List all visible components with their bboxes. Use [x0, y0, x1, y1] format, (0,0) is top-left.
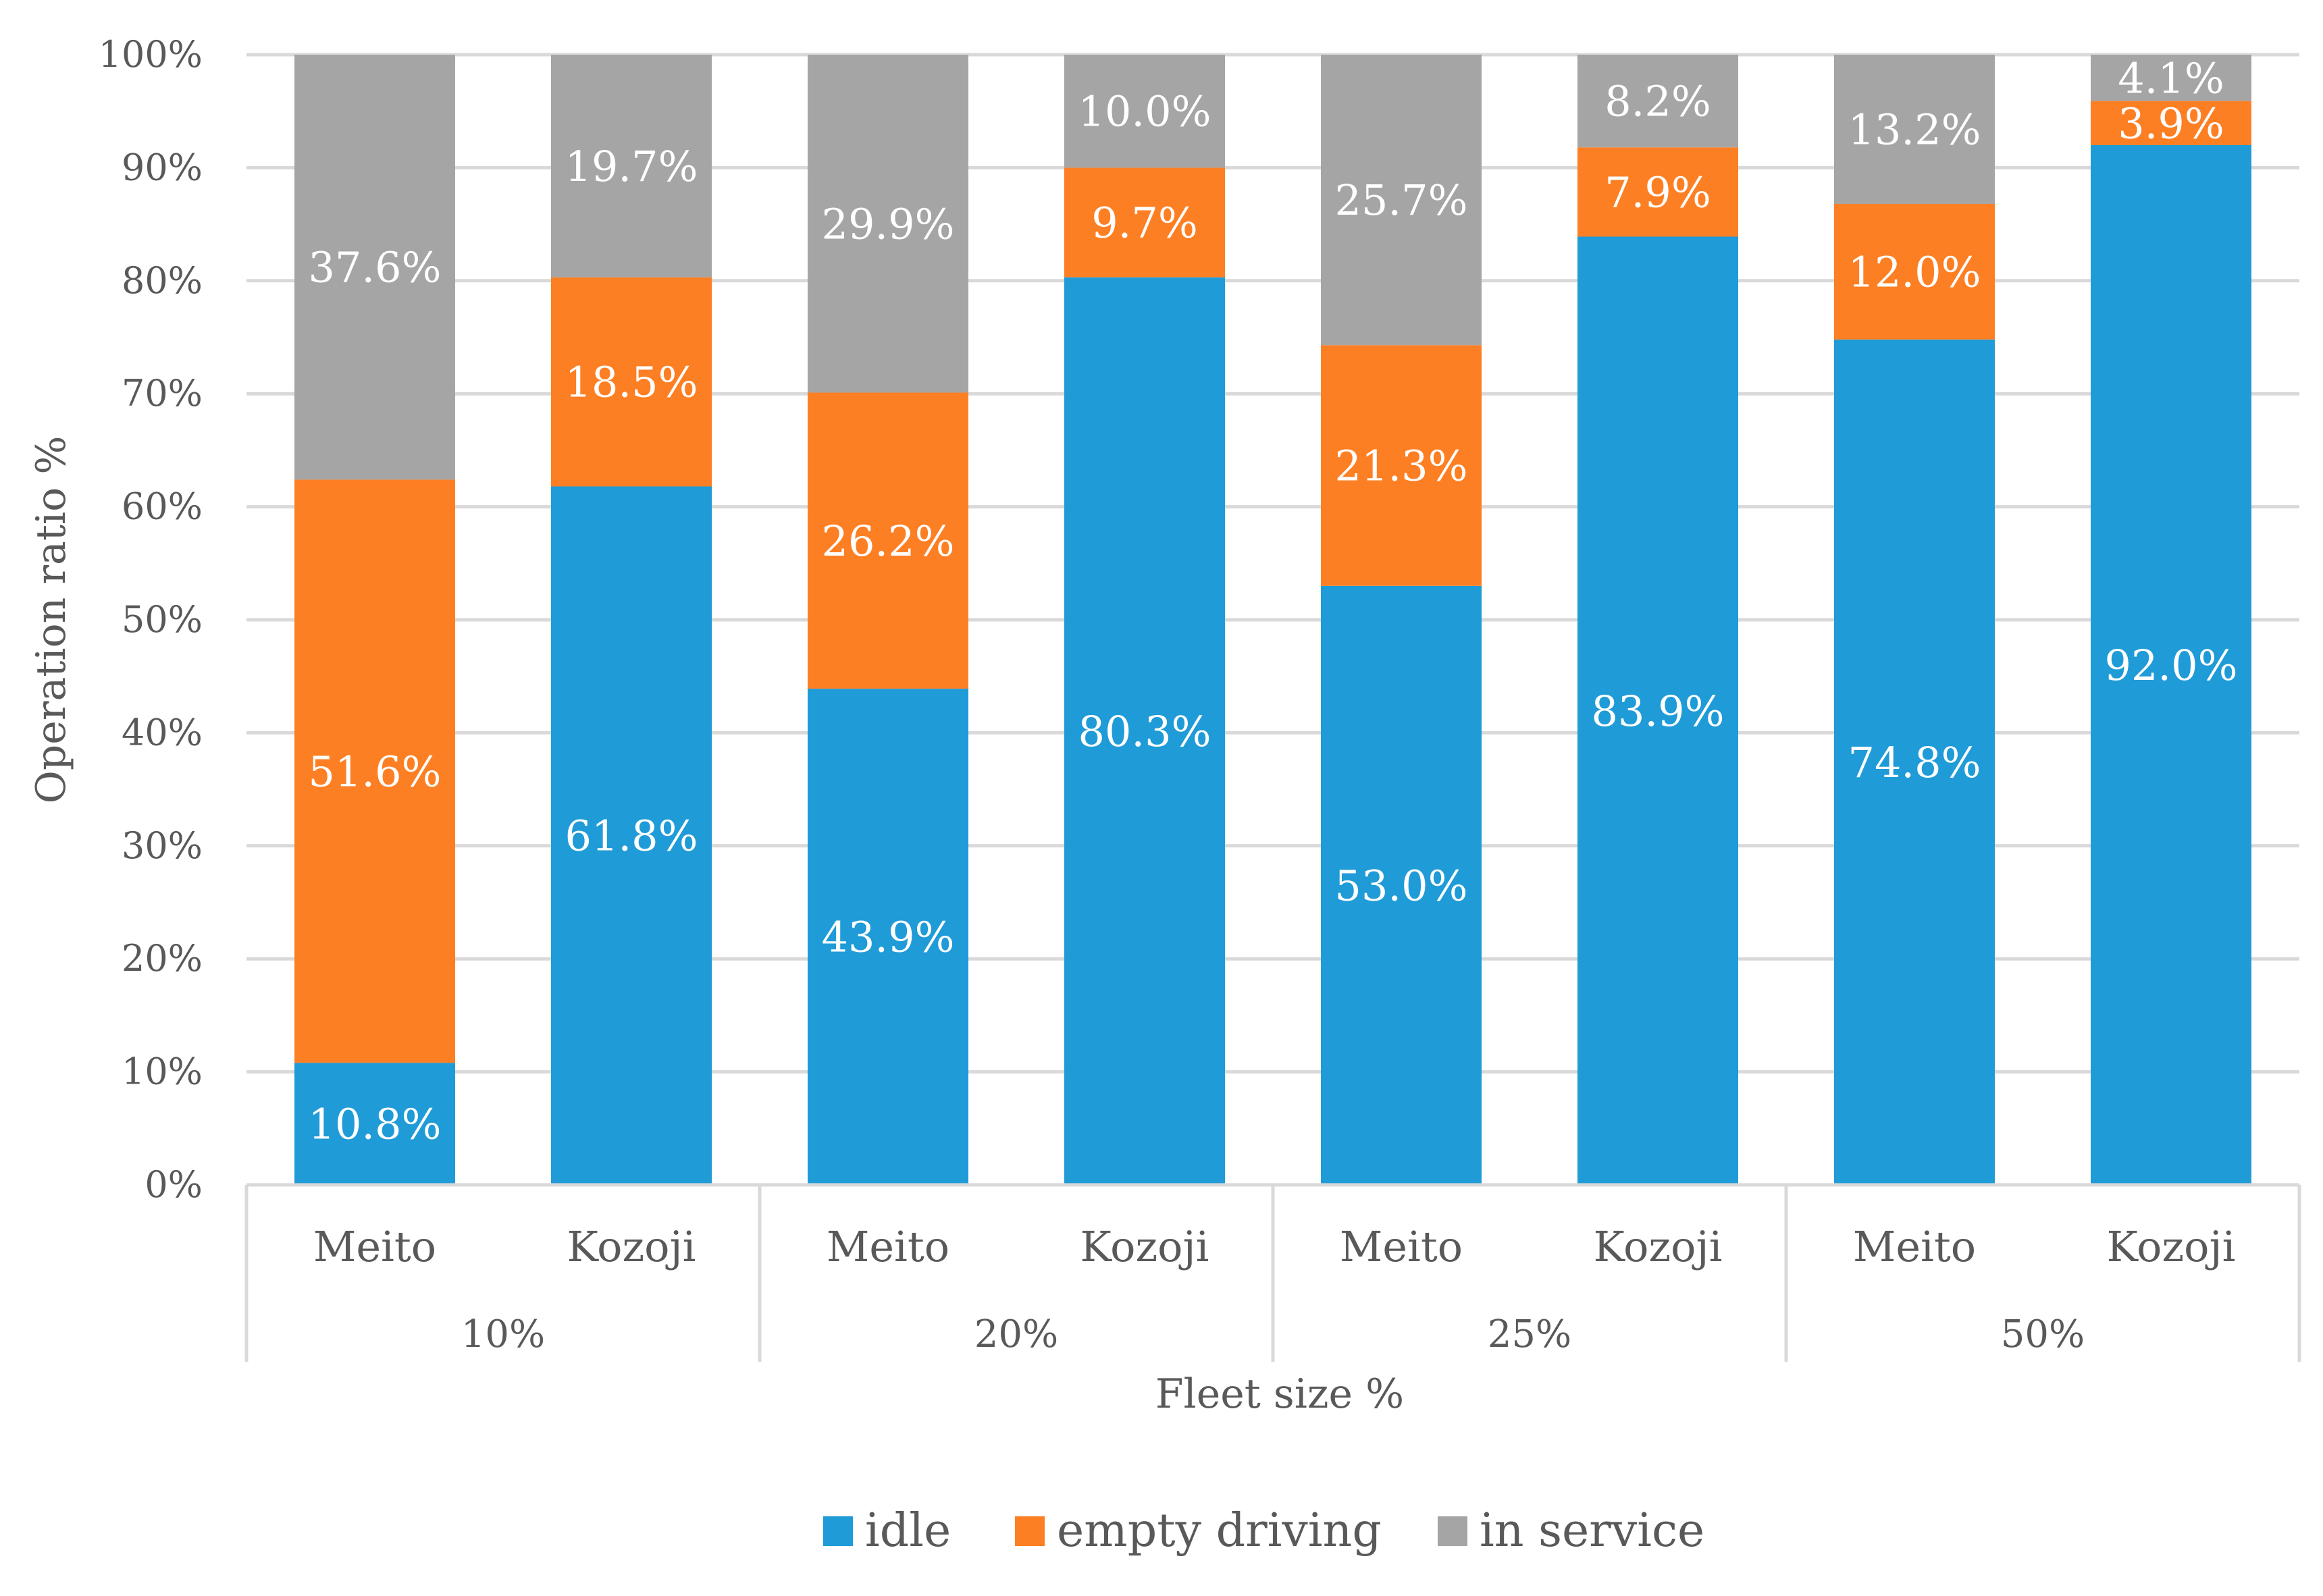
data-label: 43.9% — [822, 913, 955, 962]
legend-label: empty driving — [1057, 1504, 1382, 1558]
data-label: 3.9% — [2118, 99, 2224, 148]
data-label: 8.2% — [1604, 77, 1711, 126]
y-tick-label: 0% — [145, 1163, 203, 1206]
data-label: 7.9% — [1604, 167, 1711, 217]
y-tick-label: 50% — [122, 598, 203, 641]
legend: idle empty driving in service — [823, 1504, 1704, 1558]
group-label: 20% — [974, 1312, 1058, 1356]
data-label: 37.6% — [309, 243, 442, 292]
bar-segment-in-service — [2091, 55, 2251, 101]
group-label: 10% — [461, 1312, 545, 1356]
bar-segment-idle — [2091, 144, 2251, 1185]
legend-swatch-idle — [823, 1516, 853, 1546]
category-label: Kozoji — [567, 1222, 696, 1271]
y-axis-tick-labels: 0% 10% 20% 30% 40% 50% 60% 70% 80% 90% 100% — [99, 33, 203, 1206]
y-tick-label: 30% — [122, 824, 203, 867]
y-tick-label: 80% — [122, 259, 203, 302]
bar-segment-idle — [808, 689, 968, 1185]
category-label: Meito — [827, 1222, 949, 1271]
bar-segment-in-service — [1064, 55, 1225, 168]
data-label: 80.3% — [1078, 707, 1211, 756]
bar-segment-empty-driving — [1834, 203, 1995, 340]
legend-swatch-in-service — [1438, 1516, 1467, 1546]
legend-label: idle — [865, 1504, 951, 1558]
bar-segment-idle — [1577, 236, 1738, 1185]
bar-segment-empty-driving — [551, 277, 712, 487]
data-label: 12.0% — [1848, 247, 1981, 296]
bar-segment-empty-driving — [294, 479, 455, 1063]
y-axis-title: Operation ratio % — [28, 436, 75, 804]
category-label: Kozoji — [1593, 1222, 1722, 1271]
legend-label: in service — [1480, 1504, 1704, 1558]
bar-segment-in-service — [1834, 55, 1995, 204]
data-label: 83.9% — [1592, 687, 1725, 736]
bar-segment-empty-driving — [1577, 147, 1738, 237]
bar-segment-in-service — [808, 55, 968, 393]
category-label: Kozoji — [2106, 1222, 2235, 1271]
data-label: 10.8% — [309, 1100, 442, 1149]
data-label: 21.3% — [1335, 441, 1468, 490]
category-label: Kozoji — [1080, 1222, 1209, 1271]
y-tick-label: 10% — [122, 1050, 203, 1093]
bar-segment-empty-driving — [2091, 101, 2251, 145]
group-label: 50% — [2001, 1312, 2085, 1356]
bar-segment-idle — [1321, 585, 1482, 1185]
bar-segment-in-service — [1321, 55, 1482, 346]
bar-segment-idle — [551, 486, 712, 1185]
bar-segment-in-service — [294, 55, 455, 480]
y-tick-label: 40% — [122, 711, 203, 753]
bars — [294, 55, 2251, 1185]
data-label: 26.2% — [822, 516, 955, 566]
data-label: 92.0% — [2105, 641, 2238, 690]
bar-segment-idle — [1834, 339, 1995, 1185]
data-label: 74.8% — [1848, 738, 1981, 787]
bar-segment-empty-driving — [808, 392, 968, 689]
data-label: 53.0% — [1335, 861, 1468, 910]
x-axis-title: Fleet size % — [1155, 1371, 1404, 1418]
y-tick-label: 60% — [122, 485, 203, 528]
data-label: 13.2% — [1848, 105, 1981, 154]
data-label: 18.5% — [565, 358, 698, 407]
bar-segment-empty-driving — [1064, 167, 1225, 277]
category-label: Meito — [1853, 1222, 1976, 1271]
data-label: 4.1% — [2118, 53, 2224, 103]
group-label: 25% — [1488, 1312, 1571, 1356]
y-tick-label: 100% — [99, 33, 203, 76]
x-axis-group-labels: 10% 20% 25% 50% — [461, 1312, 2085, 1356]
x-axis — [244, 1183, 2301, 1362]
data-label: 29.9% — [822, 199, 955, 248]
data-labels: 10.8% 51.6% 37.6% 61.8% 18.5% 19.7% 43.9% 26.2%… — [309, 53, 2238, 1148]
category-label: Meito — [313, 1222, 436, 1271]
data-label: 61.8% — [565, 812, 698, 861]
data-label: 51.6% — [309, 747, 442, 796]
y-tick-label: 90% — [122, 146, 203, 188]
bar-segment-in-service — [1577, 55, 1738, 148]
bar-segment-in-service — [551, 55, 712, 277]
y-tick-label: 70% — [122, 372, 203, 415]
data-label: 19.7% — [565, 142, 698, 191]
legend-swatch-empty-driving — [1015, 1516, 1045, 1546]
data-label: 10.0% — [1078, 87, 1211, 136]
data-label: 9.7% — [1091, 198, 1198, 248]
bar-segment-empty-driving — [1321, 345, 1482, 586]
data-label: 25.7% — [1335, 176, 1468, 225]
y-tick-label: 20% — [122, 937, 203, 980]
bar-segment-idle — [1064, 277, 1225, 1185]
bar-segment-idle — [294, 1063, 455, 1185]
x-axis-category-labels: Meito Kozoji Meito Kozoji Meito Kozoji Meito Ko… — [313, 1222, 2236, 1271]
category-label: Meito — [1340, 1222, 1463, 1271]
